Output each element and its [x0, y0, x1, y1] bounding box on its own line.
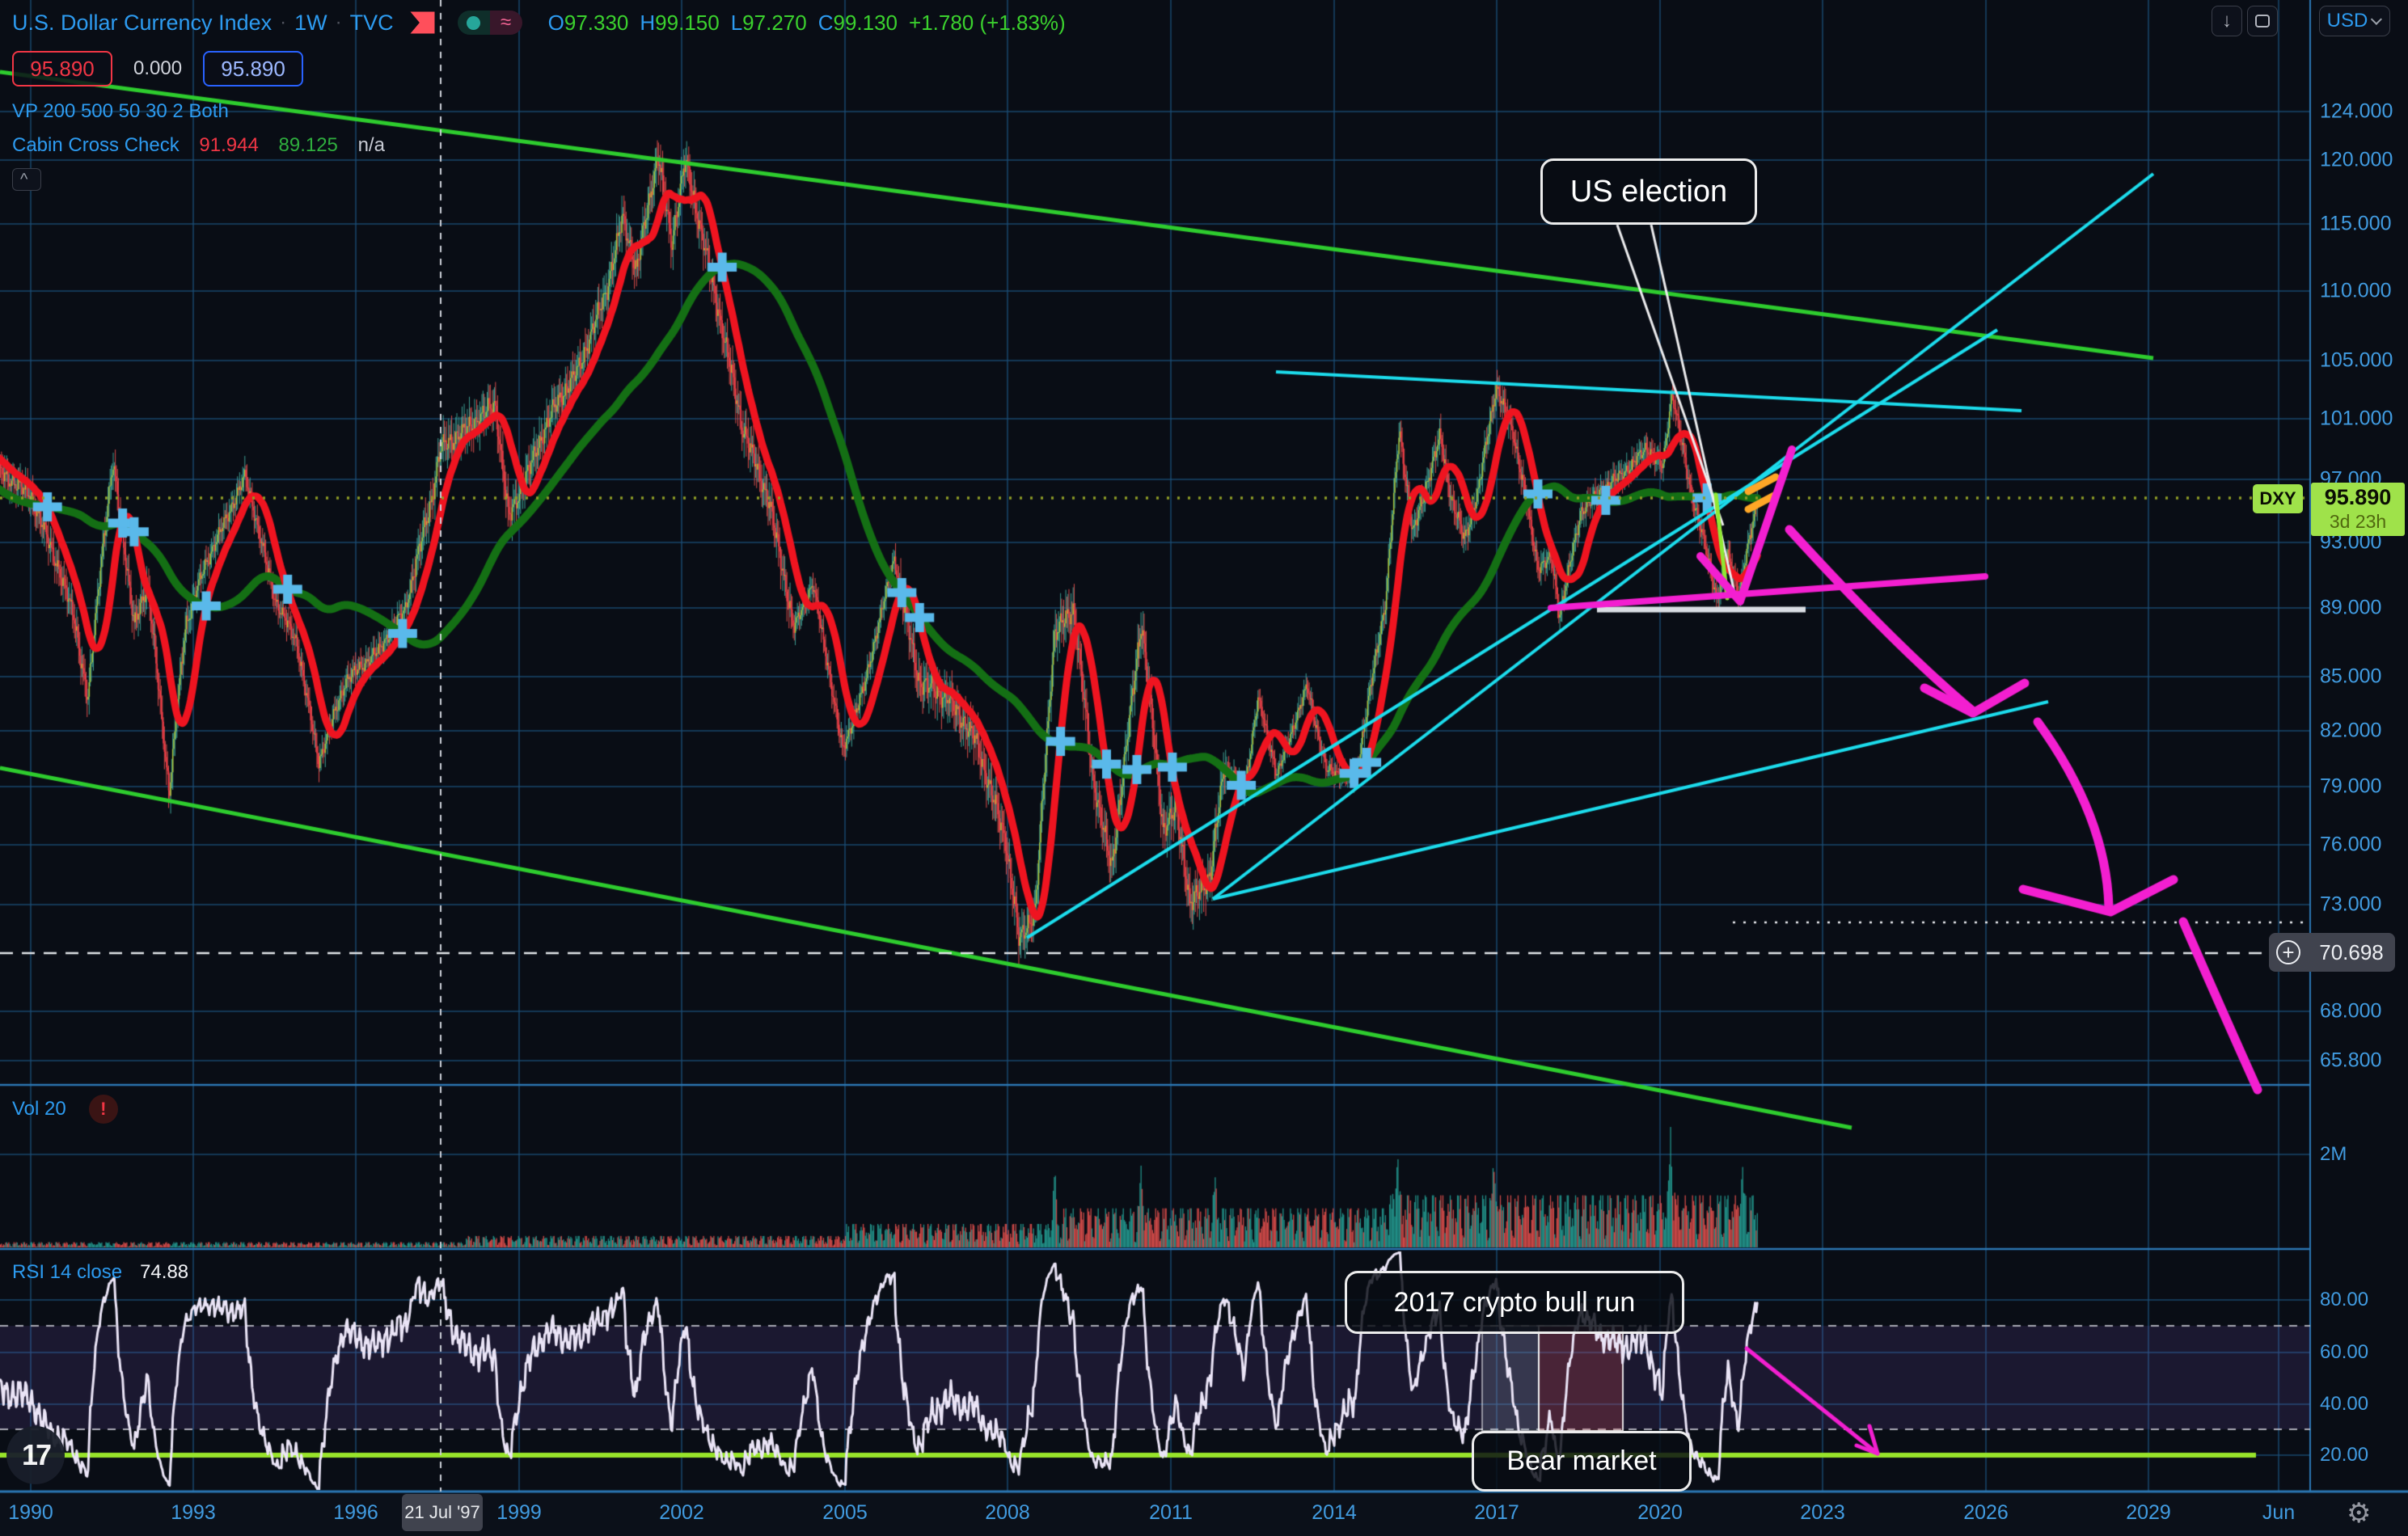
ohlc-label: H: [640, 10, 656, 35]
separator: ·: [335, 11, 342, 33]
buy-price-button[interactable]: 95.890: [203, 51, 304, 87]
ohlc-label: C: [817, 10, 834, 35]
currency-selector[interactable]: USD: [2319, 6, 2390, 36]
time-tick-label: 2026: [1963, 1501, 2009, 1524]
time-axis[interactable]: 1990 1993 1996 1999 2002 2005 2008 2011 2014 2017…: [0, 1493, 2310, 1536]
price-tick-label: 105.000: [2320, 348, 2393, 372]
cabin-value-na: n/a: [357, 134, 385, 156]
sell-price-button[interactable]: 95.890: [12, 51, 112, 87]
indicator-vp-row[interactable]: VP 200 500 50 30 2 Both: [12, 100, 229, 122]
bar-countdown: 3d 23h: [2329, 511, 2387, 532]
approx-toggle-icon[interactable]: ≈: [489, 11, 522, 35]
price-tick-label: 68.000: [2320, 999, 2382, 1023]
price-tick-label: 115.000: [2320, 212, 2392, 235]
time-tick-label: 1990: [8, 1501, 53, 1524]
change-value: +1.780 (+1.83%): [909, 10, 1066, 35]
ohlc-label: L: [730, 10, 743, 35]
time-tick-label: 2002: [659, 1501, 704, 1524]
price-tick-label: 79.000: [2320, 774, 2382, 798]
flag-icon[interactable]: [410, 12, 434, 34]
price-tick-label: 124.000: [2320, 99, 2393, 123]
price-tick-label: 89.000: [2320, 596, 2382, 619]
indicator-cabin-row[interactable]: Cabin Cross Check 91.944 89.125 n/a: [12, 134, 1066, 157]
callout-crypto-bull-run[interactable]: 2017 crypto bull run: [1345, 1271, 1684, 1334]
time-tick-label: 2020: [1637, 1501, 1683, 1524]
indicator-toggle-pill[interactable]: ≈: [457, 11, 522, 35]
price-tick-label: 120.000: [2320, 148, 2393, 171]
ohlc-values: O97.330 H99.150 L97.270 C99.130 +1.780 (+1.8…: [548, 11, 1066, 36]
time-axis-settings-gear-icon[interactable]: ⚙: [2347, 1498, 2372, 1529]
price-tick-label: 76.000: [2320, 833, 2382, 856]
rsi-indicator-legend[interactable]: RSI 14 close: [12, 1261, 123, 1283]
price-tick-label: 110.000: [2320, 279, 2392, 302]
price-tick-label: 65.800: [2320, 1049, 2382, 1072]
symbol-title[interactable]: U.S. Dollar Currency Index: [12, 10, 272, 35]
volume-scale-label: 2M: [2320, 1143, 2347, 1165]
rsi-value: 74.88: [140, 1261, 189, 1283]
time-tick-label: 2014: [1312, 1501, 1357, 1524]
time-tick-label: 1999: [496, 1501, 542, 1524]
dot-toggle-icon[interactable]: [457, 11, 490, 35]
add-alert-plus-button[interactable]: +: [2269, 933, 2308, 972]
fullscreen-button[interactable]: [2247, 6, 2278, 36]
time-tick-label: 2011: [1149, 1501, 1193, 1524]
crosshair-price-value: 70.698: [2308, 933, 2395, 972]
time-tick-label: 2008: [985, 1501, 1030, 1524]
ohlc-value: 97.330: [564, 10, 629, 35]
callout-bear-market[interactable]: Bear market: [1472, 1431, 1692, 1492]
time-tick-label: 1996: [333, 1501, 378, 1524]
volume-indicator-legend[interactable]: Vol 20: [12, 1098, 66, 1120]
price-tick-label: 82.000: [2320, 719, 2382, 742]
time-tick-label: 2023: [1800, 1501, 1845, 1524]
rsi-tick-label: 20.00: [2320, 1444, 2369, 1466]
rsi-tick-label: 80.00: [2320, 1289, 2369, 1310]
legend-collapse-button[interactable]: ^: [12, 168, 41, 191]
time-tick-label: 2017: [1474, 1501, 1519, 1524]
tradingview-logo[interactable]: 17: [6, 1426, 65, 1484]
crosshair-price-tag: + 70.698: [2269, 933, 2395, 972]
ohlc-value: 99.150: [655, 10, 720, 35]
spread-value: 0.000: [133, 57, 183, 79]
crosshair-date-tag: 21 Jul '97: [402, 1494, 483, 1531]
symbol-legend: U.S. Dollar Currency Index · 1W · TVC ≈ …: [12, 6, 1066, 191]
ohlc-value: 97.270: [742, 10, 807, 35]
separator: ·: [280, 11, 287, 33]
rsi-tick-label: 40.00: [2320, 1393, 2369, 1415]
price-axis[interactable]: 124.000 120.000 115.000 110.000 105.000 101.0…: [2310, 0, 2408, 1492]
fullscreen-icon: [2255, 15, 2270, 27]
cabin-value-green: 89.125: [278, 134, 338, 156]
rsi-tick-label: 60.00: [2320, 1341, 2369, 1363]
interval-button[interactable]: 1W: [294, 10, 327, 35]
download-button[interactable]: ↓: [2212, 6, 2242, 36]
chevron-down-icon: [2371, 13, 2383, 25]
price-tick-label: 85.000: [2320, 665, 2382, 688]
last-price-value: 95.890: [2324, 485, 2392, 509]
cabin-label: Cabin Cross Check: [12, 134, 180, 156]
callout-us-election[interactable]: US election: [1540, 158, 1757, 225]
time-tick-label: 2029: [2126, 1501, 2171, 1524]
time-tick-label: Jun: [2262, 1501, 2296, 1524]
cabin-value-red: 91.944: [199, 134, 259, 156]
last-price-tag: 95.890 3d 23h: [2311, 483, 2405, 536]
ohlc-value: 99.130: [833, 10, 898, 35]
ohlc-label: O: [547, 10, 564, 35]
price-tick-label: 73.000: [2320, 892, 2382, 916]
price-tick-label: 101.000: [2320, 407, 2393, 430]
time-tick-label: 1993: [171, 1501, 216, 1524]
exchange-label[interactable]: TVC: [349, 10, 394, 35]
time-tick-label: 2005: [822, 1501, 868, 1524]
dxy-price-line-tag: DXY: [2253, 484, 2303, 513]
indicator-error-icon[interactable]: !: [88, 1095, 118, 1124]
